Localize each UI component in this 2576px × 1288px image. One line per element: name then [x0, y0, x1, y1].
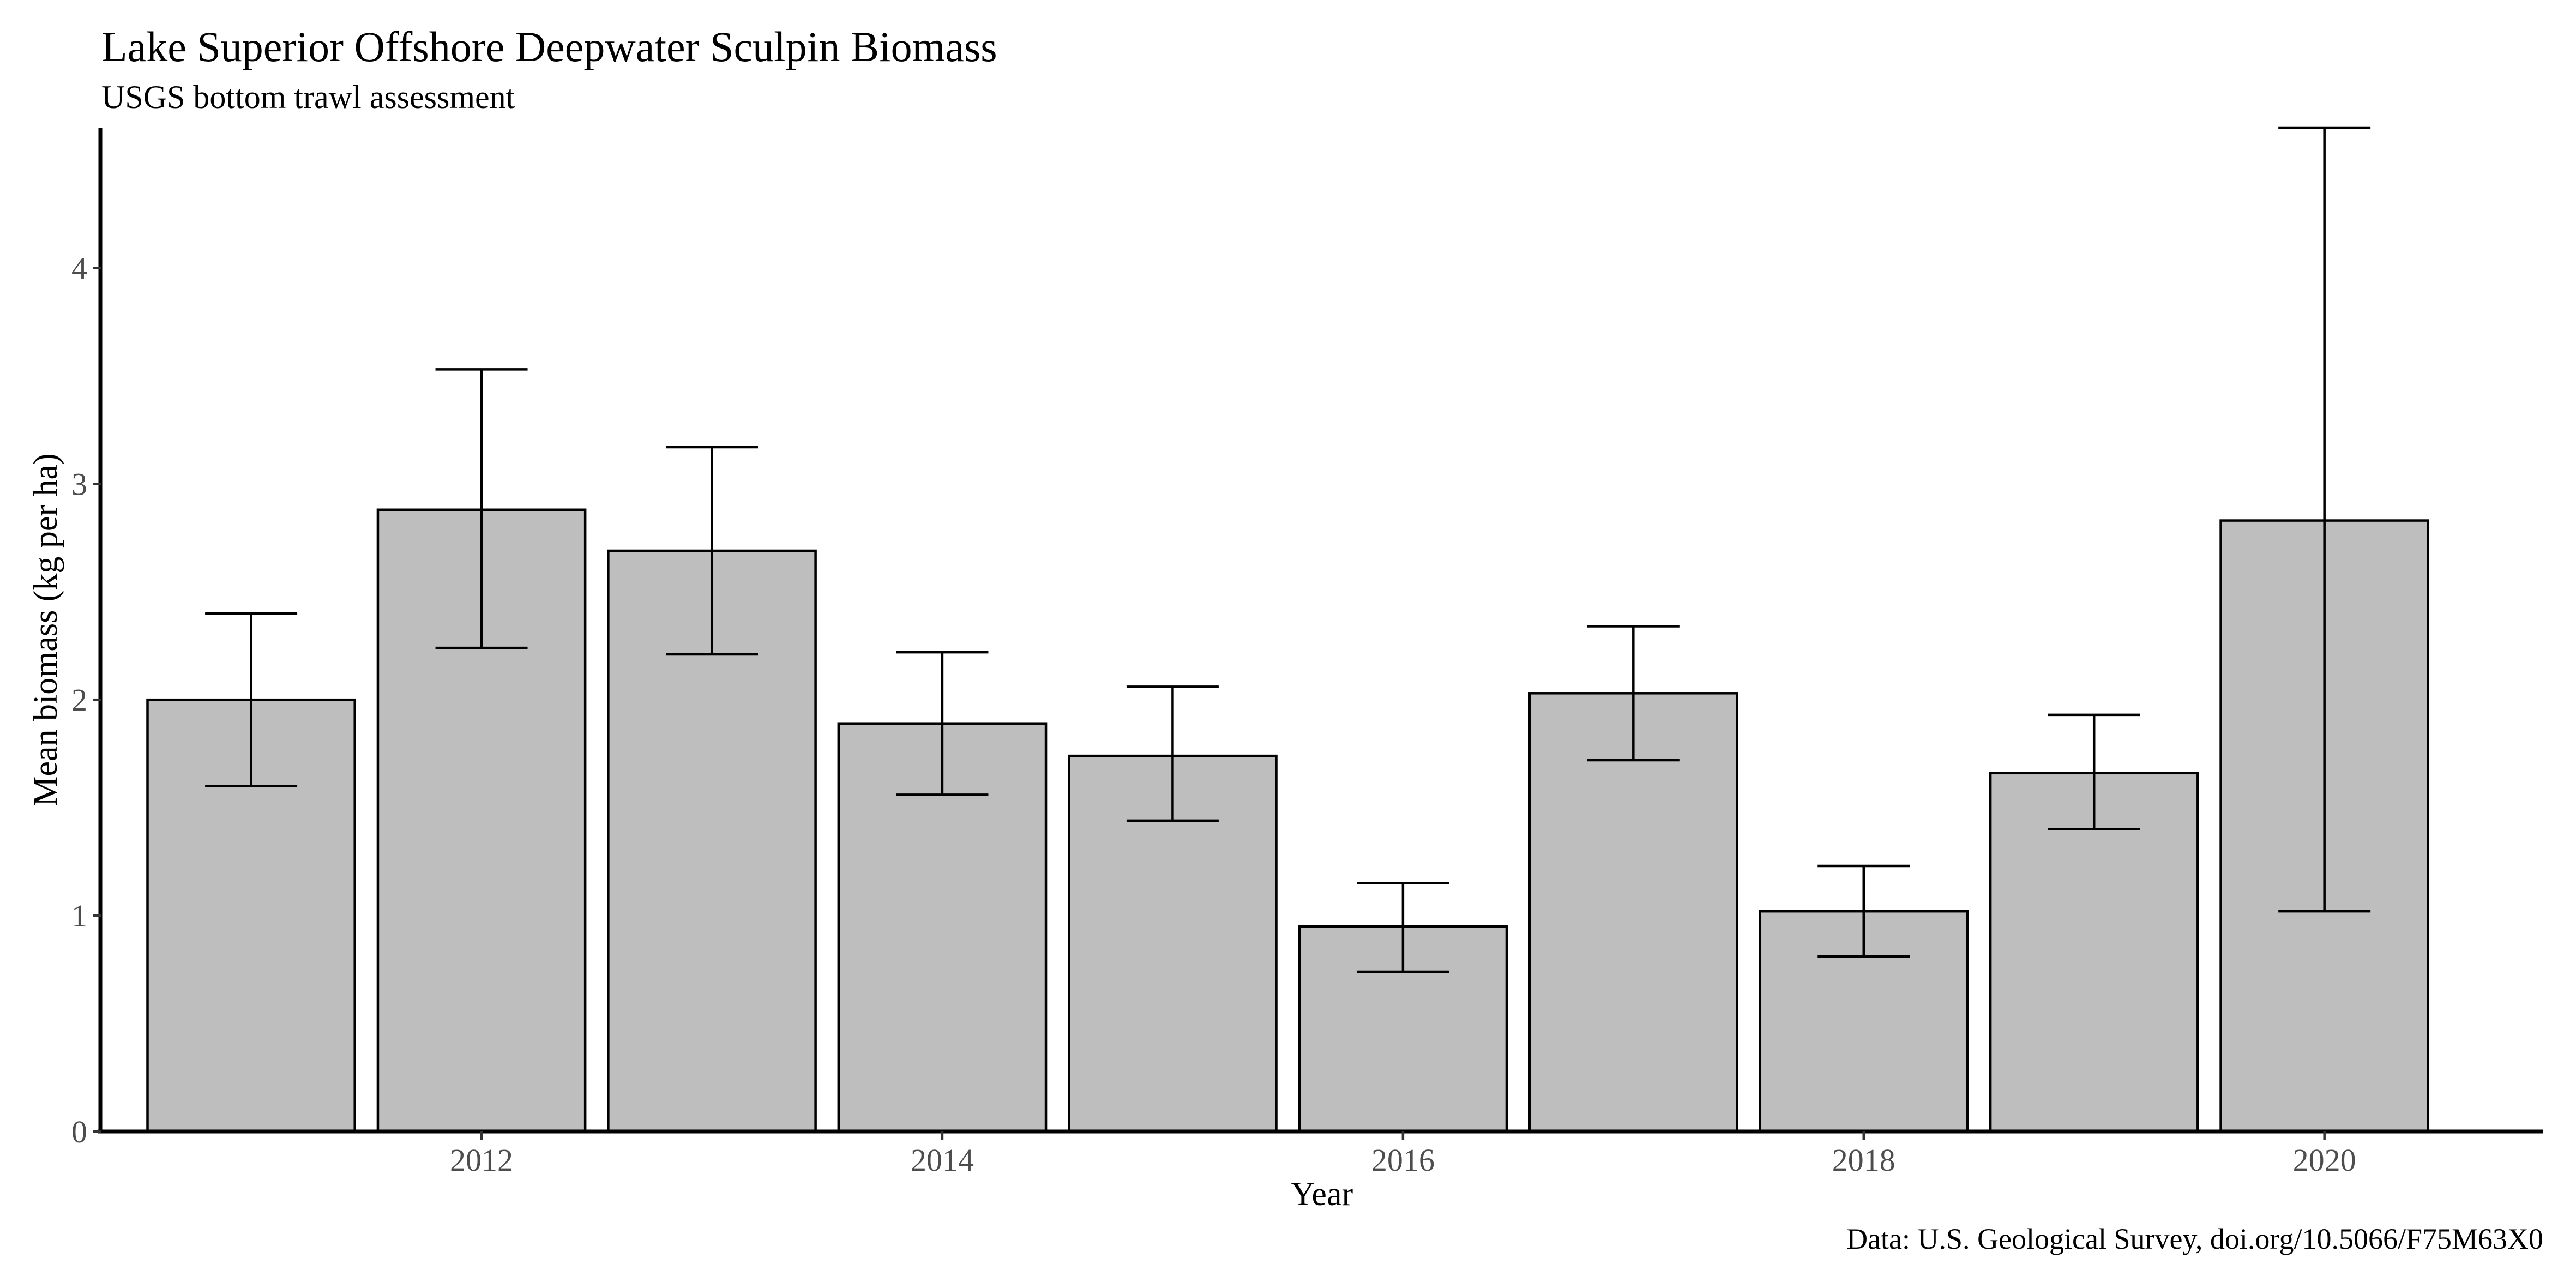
x-tick-label: 2012 [450, 1142, 513, 1178]
x-axis-ticks: 2012 2014 2016 2018 2020 [450, 1131, 2356, 1178]
error-bar-2015 [1126, 685, 1219, 822]
bars-group [146, 508, 2430, 1133]
error-bar-2011 [205, 612, 298, 787]
x-tick-label: 2020 [2293, 1142, 2356, 1178]
y-tick-label: 2 [71, 682, 87, 718]
y-axis-ticks: 0 1 2 3 4 [71, 250, 101, 1149]
error-bar-2020 [2278, 126, 2371, 913]
error-bar-2019 [2048, 713, 2140, 830]
error-bar-2017 [1587, 625, 1680, 762]
y-tick-label: 1 [71, 898, 87, 934]
error-bar-2018 [1817, 864, 1910, 958]
chart-caption: Data: U.S. Geological Survey, doi.org/10… [1846, 1223, 2543, 1255]
y-tick-label: 3 [71, 466, 87, 502]
y-tick-label: 0 [71, 1114, 87, 1149]
error-bar-2014 [896, 651, 989, 796]
chart-subtitle: USGS bottom trawl assessment [101, 79, 515, 115]
x-tick-label: 2018 [1832, 1142, 1895, 1178]
error-bar-2012 [435, 368, 528, 649]
error-bars-group [205, 126, 2371, 973]
x-tick-label: 2014 [911, 1142, 974, 1178]
y-tick-label: 4 [71, 250, 87, 286]
error-bar-2016 [1357, 882, 1449, 973]
chart-title: Lake Superior Offshore Deepwater Sculpin… [101, 23, 997, 70]
y-axis-title: Mean biomass (kg per ha) [27, 453, 64, 806]
error-bar-2013 [666, 446, 758, 656]
x-axis-title: Year [1291, 1176, 1353, 1213]
x-tick-label: 2016 [1371, 1142, 1435, 1178]
